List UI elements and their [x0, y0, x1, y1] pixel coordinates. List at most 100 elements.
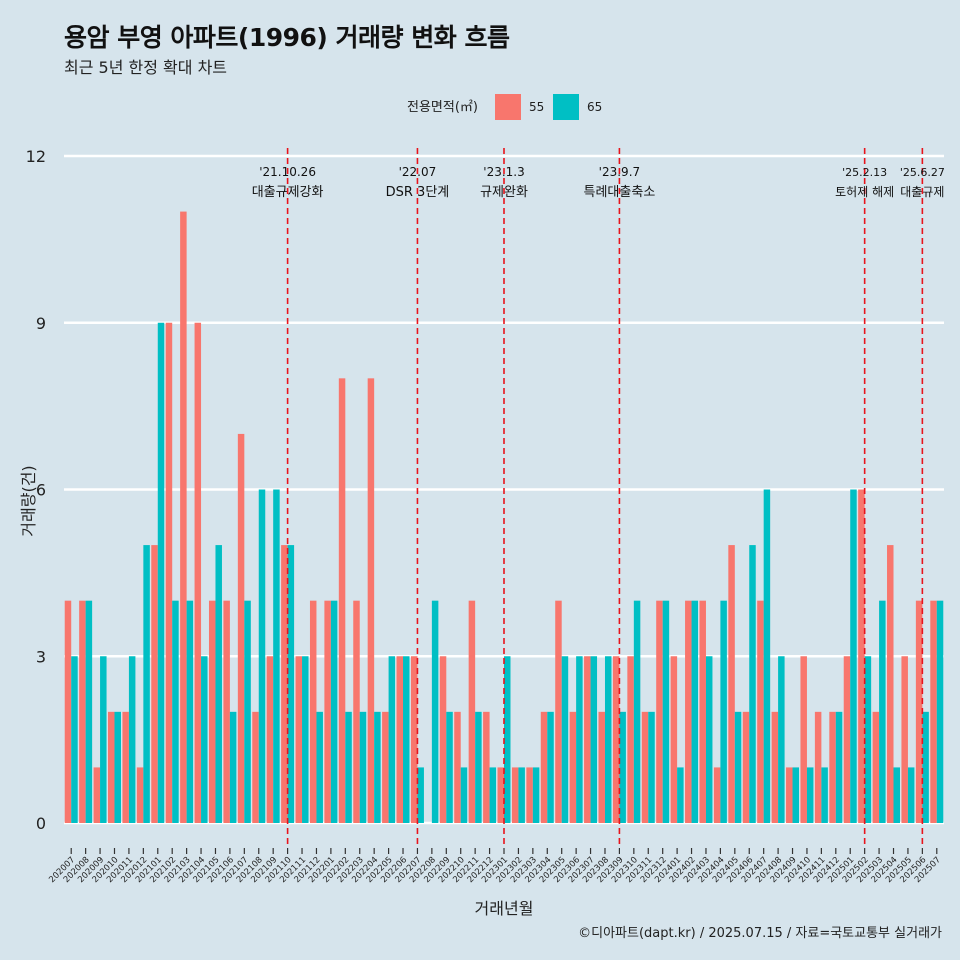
bar-65-202301	[504, 656, 511, 823]
y-tick-label: 0	[36, 814, 46, 833]
y-tick-label: 6	[36, 481, 46, 500]
bar-55-202309	[612, 656, 620, 823]
event-label: 규제완화	[480, 185, 528, 200]
bar-55-202011	[122, 711, 129, 823]
event-label: DSR 3단계	[386, 185, 450, 200]
bar-65-202201	[330, 600, 338, 823]
bar-55-202112	[309, 600, 317, 823]
bar-55-202308	[598, 711, 605, 823]
bar-55-202306	[569, 711, 577, 823]
event-date: '22.07	[399, 165, 437, 179]
bar-65-202311	[648, 711, 655, 823]
bar-65-202403	[705, 656, 713, 823]
chart-title: 용암 부영 아파트(1996) 거래량 변화 흐름	[64, 23, 510, 52]
caption: ©디아파트(dapt.kr) / 2025.07.15 / 자료=국토교통부 실…	[578, 926, 942, 941]
bar-55-202103	[180, 211, 187, 824]
bar-65-202212	[489, 767, 497, 823]
event-label: 토허제 해제	[835, 185, 894, 199]
x-axis-label: 거래년월	[475, 899, 534, 918]
bar-55-202407	[757, 600, 764, 823]
y-axis-label: 거래량(건)	[19, 465, 38, 536]
bar-65-202409	[792, 767, 800, 823]
bar-55-202209	[439, 656, 447, 823]
bar-55-202301	[497, 767, 504, 823]
bar-55-202206	[396, 656, 404, 823]
legend: 전용면적(㎡) 55 65	[407, 94, 602, 120]
bar-65-202407	[763, 489, 771, 823]
bar-55-202302	[511, 767, 519, 823]
bar-65-202506	[922, 711, 929, 823]
bar-55-202501	[843, 656, 851, 823]
bar-65-202309	[619, 711, 626, 823]
bar-65-202204	[374, 711, 381, 823]
bar-65-202011	[128, 656, 136, 823]
bar-65-202108	[258, 489, 266, 823]
bar-65-202202	[345, 711, 352, 823]
bar-65-202406	[749, 545, 756, 823]
bar-55-202502	[858, 489, 865, 823]
bar-55-202109	[266, 656, 274, 823]
bar-55-202506	[915, 600, 923, 823]
event-date: '25.6.27	[900, 166, 945, 179]
bar-55-202311	[641, 711, 649, 823]
x-axis: 2020072020082020092020102020112020122021…	[47, 848, 943, 885]
bar-65-202012	[143, 545, 150, 823]
bar-65-202007	[71, 656, 78, 823]
bar-65-202504	[893, 767, 900, 823]
bar-55-202108	[252, 711, 259, 823]
event-label: 대출규제강화	[252, 185, 324, 200]
bar-65-202507	[936, 600, 944, 823]
bar-55-202205	[382, 711, 389, 823]
bar-55-202211	[468, 600, 476, 823]
y-tick-label: 3	[36, 647, 46, 666]
legend-swatch-55	[495, 94, 521, 120]
bar-65-202211	[475, 711, 482, 823]
bar-55-202410	[800, 656, 807, 823]
bar-55-202111	[295, 656, 303, 823]
bar-55-202303	[526, 767, 533, 823]
bar-55-202404	[713, 767, 721, 823]
bar-55-202010	[108, 711, 115, 823]
y-axis-ticks: 0 3 6 9 12	[26, 147, 46, 833]
bar-55-202505	[901, 656, 908, 823]
event-label: 대출규제	[900, 185, 944, 199]
bar-55-202104	[194, 322, 202, 823]
bar-55-202411	[814, 711, 822, 823]
bar-65-202105	[215, 545, 222, 823]
bar-55-202507	[930, 600, 937, 823]
bar-55-202402	[685, 600, 692, 823]
bar-55-202403	[699, 600, 706, 823]
bar-55-202212	[483, 711, 490, 823]
bars	[64, 211, 944, 824]
bar-55-202202	[338, 378, 346, 823]
bar-65-202107	[244, 600, 251, 823]
legend-label-65: 65	[587, 100, 602, 114]
bar-65-202208	[431, 600, 439, 823]
bar-65-202109	[273, 489, 280, 823]
bar-65-202412	[835, 711, 843, 823]
bar-55-202312	[656, 600, 663, 823]
bar-65-202302	[518, 767, 525, 823]
bar-65-202402	[691, 600, 699, 823]
bar-55-202401	[670, 656, 678, 823]
bar-65-202307	[590, 656, 598, 823]
bar-55-202008	[79, 600, 86, 823]
event-lines: '21.10.26 대출규제강화 '22.07 DSR 3단계 '23.1.3 규제완화 '…	[252, 148, 945, 848]
bar-55-202504	[887, 545, 894, 823]
bar-65-202304	[547, 711, 554, 823]
bar-55-202101	[151, 545, 158, 823]
bar-55-202107	[237, 433, 245, 823]
bar-65-202502	[864, 656, 872, 823]
bar-65-202503	[879, 600, 886, 823]
bar-55-202204	[367, 378, 375, 823]
bar-65-202209	[446, 711, 453, 823]
bar-65-202305	[561, 656, 569, 823]
bar-65-202106	[229, 711, 237, 823]
bar-65-202203	[359, 711, 367, 823]
bar-65-202206	[403, 656, 410, 823]
bar-65-202103	[186, 600, 194, 823]
bar-65-202405	[734, 711, 742, 823]
bar-65-202207	[417, 767, 424, 823]
bar-55-202210	[454, 711, 461, 823]
